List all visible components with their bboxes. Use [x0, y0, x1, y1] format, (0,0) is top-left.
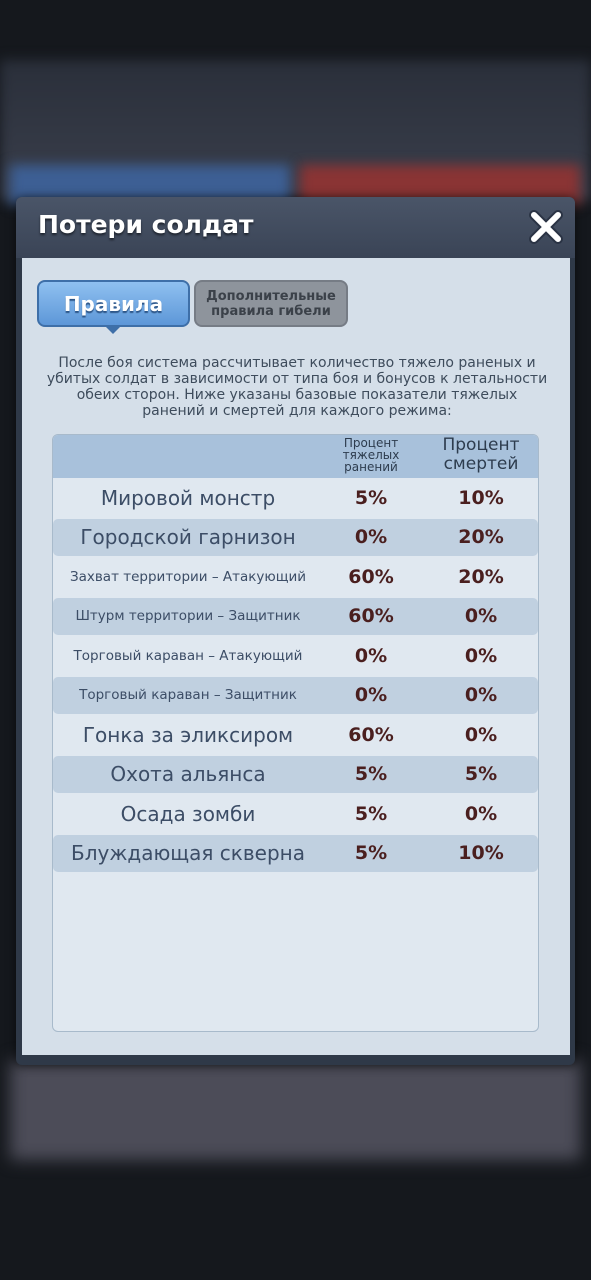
wounded-percent: 5%	[354, 486, 388, 509]
dialog-title: Потери солдат	[38, 210, 254, 239]
row-name: Городской гарнизон	[80, 525, 296, 549]
death-percent: 10%	[458, 842, 504, 864]
table-row: Мировой монстр 5% 10%	[53, 479, 538, 516]
table-row: Захват территории – Атакующий 60% 20%	[53, 558, 538, 595]
dialog-body: Правила Дополнительные правила гибели По…	[22, 258, 570, 1055]
table: Процент тяжелых ранений Процент смертей …	[52, 434, 539, 1032]
death-percent: 5%	[464, 763, 498, 785]
dialog-header: Потери солдат	[16, 197, 575, 258]
column-header: Процент смертей	[442, 435, 520, 474]
table-row: Торговый караван – Атакующий 0% 0%	[53, 637, 538, 674]
row-name: Торговый караван – Защитник	[79, 687, 297, 703]
wounded-percent: 5%	[354, 842, 388, 864]
table-row: Осада зомби 5% 0%	[53, 795, 538, 832]
death-percent: 0%	[464, 684, 498, 706]
table-row: Штурм территории – Защитник 60% 0%	[53, 597, 538, 635]
background	[10, 1060, 581, 1160]
row-name: Блуждающая скверна	[71, 841, 305, 865]
table-row: Торговый караван – Защитник 0% 0%	[53, 676, 538, 714]
death-percent: 0%	[464, 723, 498, 746]
death-percent: 0%	[464, 802, 498, 825]
table-row: Охота альянса 5% 5%	[53, 755, 538, 793]
wounded-percent: 0%	[354, 644, 388, 667]
wounded-percent: 60%	[348, 723, 394, 746]
row-name: Охота альянса	[110, 762, 266, 786]
wounded-percent: 5%	[354, 763, 388, 785]
death-percent: 0%	[464, 644, 498, 667]
wounded-percent: 0%	[354, 526, 388, 548]
tab[interactable]: Дополнительные правила гибели	[194, 280, 348, 327]
description: После боя система рассчитывает количеств…	[46, 355, 548, 419]
table-row: Блуждающая скверна 5% 10%	[53, 834, 538, 872]
death-percent: 10%	[458, 486, 504, 509]
death-percent: 20%	[458, 526, 504, 548]
tab-active[interactable]: Правила	[37, 280, 190, 334]
table-row: Гонка за эликсиром 60% 0%	[53, 716, 538, 753]
table-row: Городской гарнизон 0% 20%	[53, 518, 538, 556]
wounded-percent: 5%	[354, 802, 388, 825]
column-header: Процент тяжелых ранений	[342, 436, 400, 474]
row-name: Захват территории – Атакующий	[69, 568, 307, 585]
death-percent: 20%	[458, 565, 504, 588]
row-name: Осада зомби	[120, 801, 256, 826]
row-name: Мировой монстр	[100, 485, 276, 510]
row-name: Штурм территории – Защитник	[75, 608, 301, 624]
row-name: Торговый караван – Атакующий	[73, 647, 303, 664]
wounded-percent: 60%	[348, 605, 394, 627]
wounded-percent: 60%	[348, 565, 394, 588]
close-button[interactable]	[526, 207, 566, 247]
wounded-percent: 0%	[354, 684, 388, 706]
dialog: Потери солдат Правила Дополнительные пра…	[16, 197, 575, 1065]
death-percent: 0%	[464, 605, 498, 627]
table-header: Процент тяжелых ранений Процент смертей	[53, 435, 538, 478]
row-name: Гонка за эликсиром	[82, 722, 294, 747]
